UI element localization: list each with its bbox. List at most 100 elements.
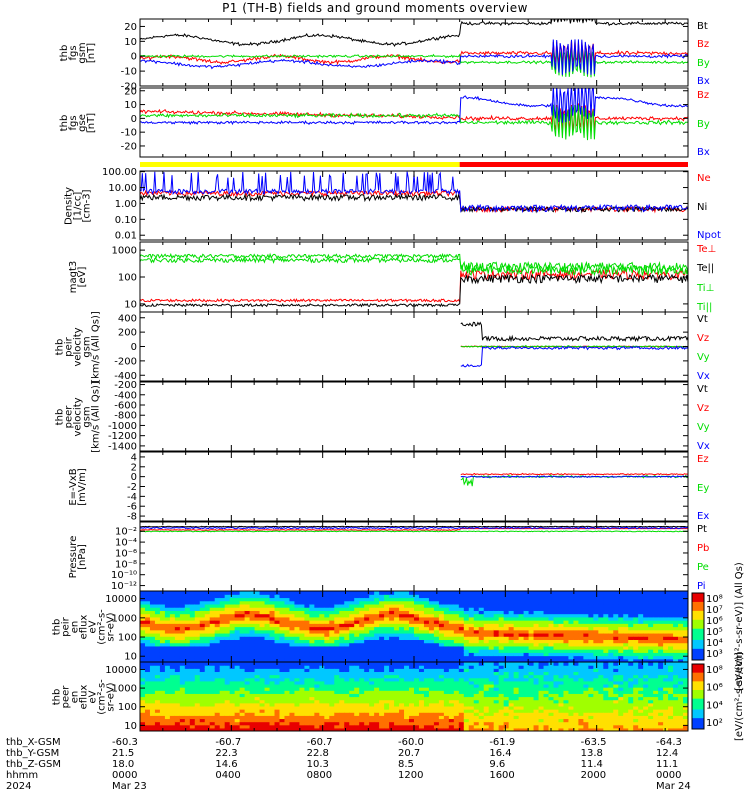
ytick-label: 0.01 (115, 231, 137, 242)
legend-peir_velocity-Vx: Vx (697, 371, 710, 382)
footer-value: 1600 (489, 770, 515, 781)
colorbar-tick: 10⁴ (706, 700, 723, 711)
ytick-label: 0 (131, 342, 137, 353)
legend-density-Ni: Ni (697, 201, 708, 213)
series-pressure-Pe (140, 530, 688, 533)
ylabel-pressure: Pressure [nPa] (68, 535, 88, 578)
footer-value: 22.8 (306, 748, 329, 759)
series-fgs_gse-Bx (140, 88, 688, 126)
series-peir_velocity-Vx (460, 345, 688, 368)
ytick-label: 100.00 (102, 167, 137, 178)
colorbar-tick: 10⁸ (706, 594, 723, 605)
footer-value: 11.1 (656, 759, 679, 770)
series-fgs_gsm-By (140, 46, 688, 78)
panel-temperature: 1000 100 10 (112, 241, 689, 313)
footer-value: Mar 23 (112, 781, 147, 792)
colorbar-tick: 10⁶ (706, 616, 723, 627)
colorbar-label: [eV/(cm²-s-sr-eV)] (All Qs) (734, 562, 745, 691)
colorbar-label: [eV/(cm²-s-sr-eV)] (734, 652, 745, 741)
spectrogram-peir_spec (140, 591, 688, 662)
footer-value: 20.7 (398, 748, 421, 759)
footer-value: 22.3 (215, 748, 238, 759)
ytick-label: 2 (131, 462, 137, 473)
legend-fgs_gsm-By: By (697, 57, 710, 69)
footer-value: -60.0 (398, 737, 424, 748)
series-efield-Ez (460, 472, 688, 476)
legend-fgs_gsm-Bz: Bz (697, 39, 710, 51)
footer-value: 0400 (215, 770, 241, 781)
colorbar-tick: 10⁴ (706, 638, 723, 649)
series-peir_velocity-Vy (460, 344, 688, 349)
legend-efield-Ex: Ex (697, 511, 710, 522)
footer-value: 1200 (398, 770, 424, 781)
legend-peir_velocity-Vt: Vt (697, 314, 708, 325)
series-density-Npot (140, 171, 688, 214)
footer-value: 18.0 (112, 759, 135, 770)
ytick-label: 10000 (105, 665, 137, 676)
ytick-label: 10⁻⁸ (115, 559, 137, 570)
footer-value: 0000 (656, 770, 682, 781)
ylabel-efield: E=-VxB [mV/m] (68, 467, 88, 506)
footer-value: Mar 24 (656, 781, 691, 792)
ylabel-density: Density [1/cc] [cm-3] (63, 186, 93, 225)
legend-temperature-Ti||: Ti|| (697, 302, 713, 313)
ytick-label: -400 (114, 371, 137, 382)
ytick-label: 400 (118, 313, 137, 324)
legend-efield-Ez: Ez (697, 454, 709, 465)
panel-fgs_gse: 20 10 0 -10 -20 (121, 86, 689, 158)
ytick-label: 1000 (112, 246, 137, 257)
ytick-label: -20 (121, 82, 137, 93)
footer-value: -60.3 (112, 737, 138, 748)
colorbar-tick: 10² (706, 718, 723, 729)
legend-peer_velocity-Vt: Vt (697, 384, 708, 395)
legend-fgs_gse-Bz: Bz (697, 90, 710, 101)
ytick-label: 0 (131, 114, 137, 125)
ytick-label: 20 (124, 22, 137, 33)
footer-row-label: thb_Y-GSM (6, 748, 60, 759)
ytick-label: -2 (127, 482, 137, 493)
colorbar-tick: 10³ (706, 649, 723, 660)
footer-value: 14.6 (215, 759, 238, 770)
footer-value: 0800 (306, 770, 333, 781)
ytick-label: -600 (114, 401, 137, 412)
ytick-label: -200 (114, 356, 137, 367)
series-pressure-Pb (140, 528, 688, 531)
footer-value: 9.6 (489, 759, 506, 770)
legend-pressure-Pb: Pb (697, 543, 710, 554)
legend-temperature-Te||: Te|| (697, 263, 715, 275)
ylabel-peer_velocity: thb peer velocity gsm [km/s (All Qs)] (54, 380, 102, 453)
ytick-label: 1000 (112, 684, 137, 695)
footer-value: 11.4 (580, 759, 603, 770)
footer-value: -63.5 (580, 737, 607, 748)
ytick-label: 10⁻² (115, 527, 137, 538)
legend-temperature-Ti⊥: Ti⊥ (697, 282, 715, 294)
footer-row-label: thb_Z-GSM (6, 759, 61, 770)
ytick-label: -200 (114, 380, 137, 391)
ytick-label: -10 (121, 67, 137, 78)
ylabel-fgs_gsm: thb fgs gsm [nT] (59, 41, 97, 64)
chart-title: P1 (TH-B) fields and ground moments over… (222, 1, 528, 15)
ytick-label: 10⁻¹² (111, 581, 137, 592)
ytick-label: -400 (114, 390, 137, 401)
spectrogram-peer_spec (140, 662, 688, 731)
legend-fgs_gsm-Bx: Bx (697, 76, 710, 87)
ytick-label: -800 (114, 411, 137, 422)
ytick-label: -1200 (108, 431, 137, 442)
footer-value: 0000 (112, 770, 138, 781)
ytick-label: 0 (131, 472, 137, 483)
ytick-label: 1000 (112, 613, 137, 624)
ytick-label: -8 (127, 512, 137, 523)
ytick-label: -6 (127, 502, 137, 513)
ytick-label: 10 (124, 299, 137, 310)
series-temperature-Ti|| (140, 252, 688, 277)
ytick-label: -1000 (108, 421, 137, 432)
legend-fgs_gsm-Bt: Bt (697, 21, 708, 32)
colorbar-tick: 10⁸ (706, 665, 723, 676)
footer-row-label: thb_X-GSM (6, 737, 61, 748)
ylabel-temperature: magt3 [eV] (68, 260, 88, 294)
legend-fgs_gse-By: By (697, 118, 710, 130)
series-fgs_gse-By (140, 104, 688, 141)
